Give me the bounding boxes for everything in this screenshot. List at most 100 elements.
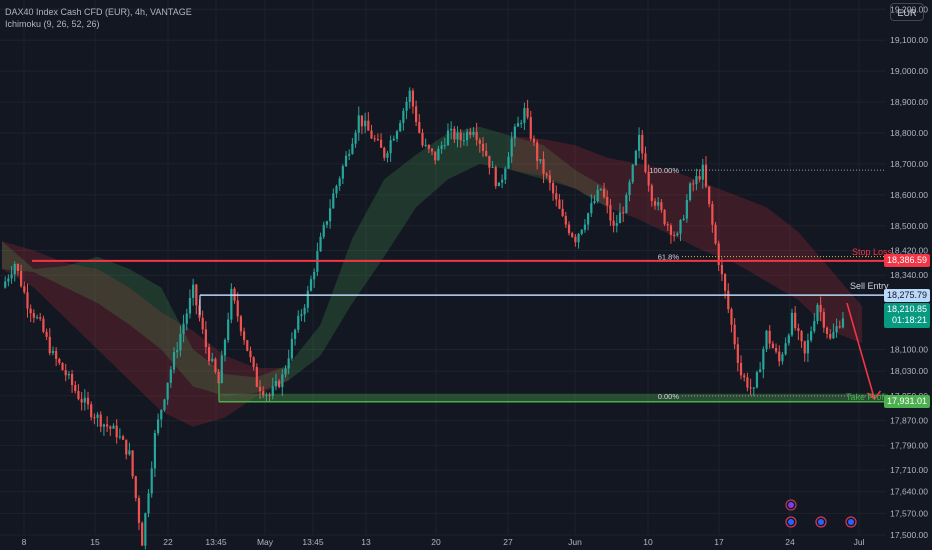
candle bbox=[207, 347, 211, 362]
candle bbox=[242, 331, 246, 341]
candle bbox=[813, 321, 816, 332]
candle bbox=[144, 513, 147, 546]
candle bbox=[580, 229, 583, 234]
stop-loss-label: Stop Loss bbox=[852, 246, 893, 257]
candle bbox=[456, 132, 459, 140]
grid-lines bbox=[0, 0, 886, 536]
candle bbox=[717, 243, 720, 265]
candle bbox=[727, 290, 730, 310]
candle bbox=[223, 340, 227, 356]
candle bbox=[265, 394, 268, 396]
candle bbox=[195, 284, 198, 306]
candle bbox=[415, 106, 418, 123]
candle bbox=[497, 182, 501, 187]
event-icon-dot bbox=[788, 519, 794, 525]
candle bbox=[739, 362, 743, 376]
candle bbox=[86, 397, 90, 405]
candle bbox=[609, 205, 612, 221]
candle bbox=[376, 139, 379, 141]
candle bbox=[227, 319, 230, 341]
candle bbox=[141, 522, 144, 546]
bar-countdown: 01:18:21 bbox=[891, 315, 927, 326]
price-tick-label: 18,600.00 bbox=[890, 190, 928, 200]
candle bbox=[51, 350, 55, 354]
candle bbox=[109, 426, 112, 429]
candle bbox=[20, 270, 23, 287]
candle bbox=[29, 308, 32, 314]
candle bbox=[615, 223, 618, 226]
candle bbox=[341, 166, 344, 179]
candle bbox=[774, 348, 778, 352]
candle bbox=[297, 315, 300, 330]
time-axis[interactable]: 8 15 22 13:45 May 13:45 13 20 27 Jun 10 17 24 Jul bbox=[22, 537, 865, 547]
candle bbox=[501, 179, 504, 183]
candle bbox=[99, 414, 102, 427]
candle bbox=[405, 101, 408, 111]
candle bbox=[794, 312, 797, 329]
candle bbox=[768, 330, 771, 344]
candle bbox=[673, 234, 676, 236]
candle bbox=[647, 172, 650, 186]
price-tick-label: 17,570.00 bbox=[890, 508, 928, 518]
candle bbox=[685, 200, 688, 219]
candle bbox=[58, 359, 61, 364]
candle bbox=[258, 386, 262, 392]
candle bbox=[650, 185, 653, 201]
candle bbox=[523, 108, 526, 123]
candle bbox=[16, 263, 20, 271]
candle bbox=[26, 292, 29, 309]
candle bbox=[663, 210, 666, 225]
currency-button[interactable]: EUR bbox=[890, 3, 924, 21]
candle bbox=[367, 120, 370, 131]
candle bbox=[596, 189, 599, 201]
candle bbox=[118, 436, 121, 438]
candle bbox=[669, 225, 673, 235]
candle bbox=[303, 307, 306, 315]
candle bbox=[453, 128, 456, 140]
candle bbox=[249, 350, 252, 358]
candle bbox=[545, 173, 548, 176]
candle bbox=[179, 334, 182, 351]
candle bbox=[825, 327, 829, 334]
price-tick-label: 19,200.00 bbox=[890, 4, 928, 14]
candle bbox=[577, 233, 580, 243]
candle bbox=[784, 343, 787, 355]
candle bbox=[281, 374, 284, 388]
candle bbox=[23, 286, 26, 293]
candle bbox=[185, 313, 188, 324]
fib-label: 100.00% bbox=[649, 166, 679, 175]
candle bbox=[743, 375, 746, 378]
candle bbox=[736, 344, 739, 363]
candle bbox=[587, 213, 590, 225]
candle bbox=[465, 131, 469, 141]
candle bbox=[364, 120, 367, 127]
candle bbox=[510, 138, 513, 157]
candle bbox=[781, 354, 784, 362]
candle bbox=[399, 123, 402, 132]
candle bbox=[351, 143, 354, 154]
candle bbox=[125, 439, 128, 455]
time-tick-label: 24 bbox=[785, 537, 795, 547]
price-tick-label: 17,790.00 bbox=[890, 440, 928, 450]
symbol-title[interactable]: DAX40 Index Cash CFD (EUR), 4h, VANTAGE bbox=[5, 7, 192, 17]
price-tick-label: 18,900.00 bbox=[890, 97, 928, 107]
candle bbox=[348, 153, 351, 156]
candle bbox=[583, 224, 587, 230]
candle bbox=[459, 132, 462, 141]
price-axis[interactable]: 19,200.00 19,100.00 19,000.00 18,900.00 18,8… bbox=[886, 0, 932, 550]
indicator-label[interactable]: Ichimoku (9, 26, 52, 26) bbox=[5, 19, 100, 29]
candle bbox=[192, 284, 195, 298]
time-tick-label: 20 bbox=[431, 537, 441, 547]
candle bbox=[472, 131, 475, 135]
candle bbox=[121, 436, 125, 440]
price-tick-label: 18,800.00 bbox=[890, 128, 928, 138]
candle bbox=[800, 331, 803, 342]
candle bbox=[567, 224, 571, 234]
candle bbox=[427, 144, 430, 149]
candle bbox=[83, 397, 86, 403]
candle bbox=[188, 297, 192, 314]
candle bbox=[389, 140, 392, 154]
take-profit-zone bbox=[219, 393, 886, 402]
candle bbox=[708, 186, 711, 205]
